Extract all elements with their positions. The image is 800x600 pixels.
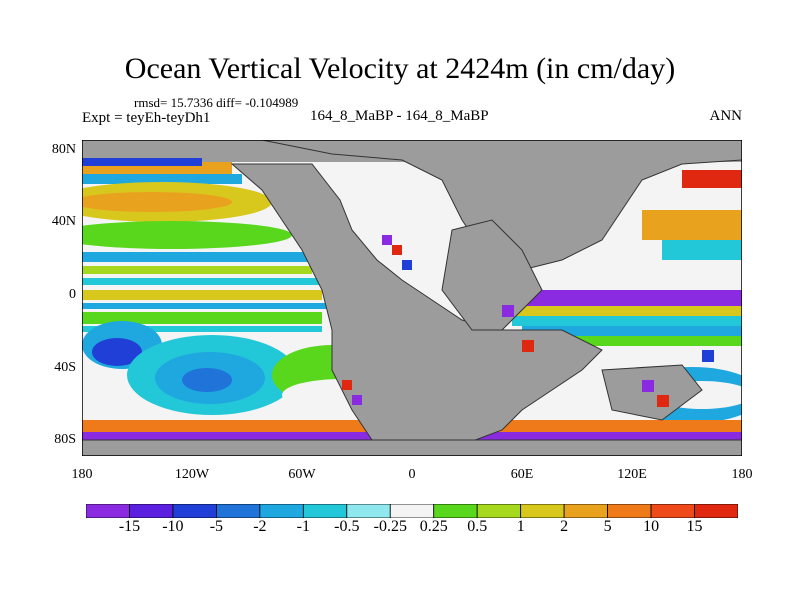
colorbar-label: 2: [560, 518, 569, 535]
colorbar-box: [389, 504, 435, 518]
colorbar-label: -10: [162, 518, 184, 535]
lon-tick: 0: [408, 467, 416, 482]
colorbar-label: 0.5: [467, 518, 488, 535]
colorbar-label: -1: [296, 518, 310, 535]
lat-tick: 80S: [54, 432, 76, 447]
antarctica-land: [82, 439, 742, 456]
lon-tick: 60W: [288, 467, 316, 482]
season-label: ANN: [709, 108, 743, 124]
lon-tick: 120W: [174, 467, 210, 482]
lat-tick: 40S: [54, 360, 76, 375]
lon-tick: 120E: [617, 467, 647, 482]
experiment-label: Expt = teyEh-teyDh1: [82, 110, 211, 126]
colorbar-box: [172, 504, 217, 518]
colorbar-label: -2: [253, 518, 267, 535]
colorbar-box: [520, 504, 565, 518]
colorbar-box: [563, 504, 609, 518]
eurasia-land: [261, 140, 742, 271]
colorbar-box: [650, 504, 695, 518]
lat-tick: 0: [69, 287, 76, 302]
colorbar-box: [215, 504, 261, 518]
case-label: 164_8_MaBP - 164_8_MaBP: [310, 108, 489, 124]
colorbar-label: 15: [686, 518, 703, 535]
colorbar-box: [607, 504, 652, 518]
colorbar-box: [259, 504, 304, 518]
colorbar-label: 5: [603, 518, 612, 535]
colorbar-label: 0.25: [419, 518, 448, 535]
colorbar-label: 1: [516, 518, 525, 535]
colorbar-box: [433, 504, 478, 518]
lon-tick: 180: [71, 467, 93, 482]
australia-land: [601, 364, 703, 421]
colorbar-label: -15: [118, 518, 141, 535]
colorbar-label: 10: [643, 518, 660, 535]
colorbar-box: [86, 504, 130, 518]
colorbar-label: -5: [209, 518, 224, 535]
africa-land: [441, 219, 543, 331]
colorbar-box: [129, 504, 174, 518]
land-masses: [82, 140, 742, 456]
plot-title: Ocean Vertical Velocity at 2424m (in cm/…: [124, 52, 676, 85]
colorbar-box: [476, 504, 522, 518]
colorbar: [86, 504, 738, 518]
colorbar-box: [346, 504, 391, 518]
map-panel: [82, 140, 742, 456]
colorbar-label: -0.5: [334, 518, 360, 535]
colorbar-label: -0.25: [373, 518, 407, 535]
stats-line: rmsd= 15.7336 diff= -0.104989: [134, 95, 299, 110]
americas-land: [230, 163, 603, 451]
lat-tick: 80N: [51, 142, 76, 157]
colorbar-box: [302, 504, 348, 518]
lat-tick: 40N: [51, 214, 76, 229]
lon-tick: 60E: [510, 467, 534, 482]
lon-tick: 180: [731, 467, 753, 482]
colorbar-box: [694, 504, 738, 518]
coastal-cells: [342, 235, 714, 407]
